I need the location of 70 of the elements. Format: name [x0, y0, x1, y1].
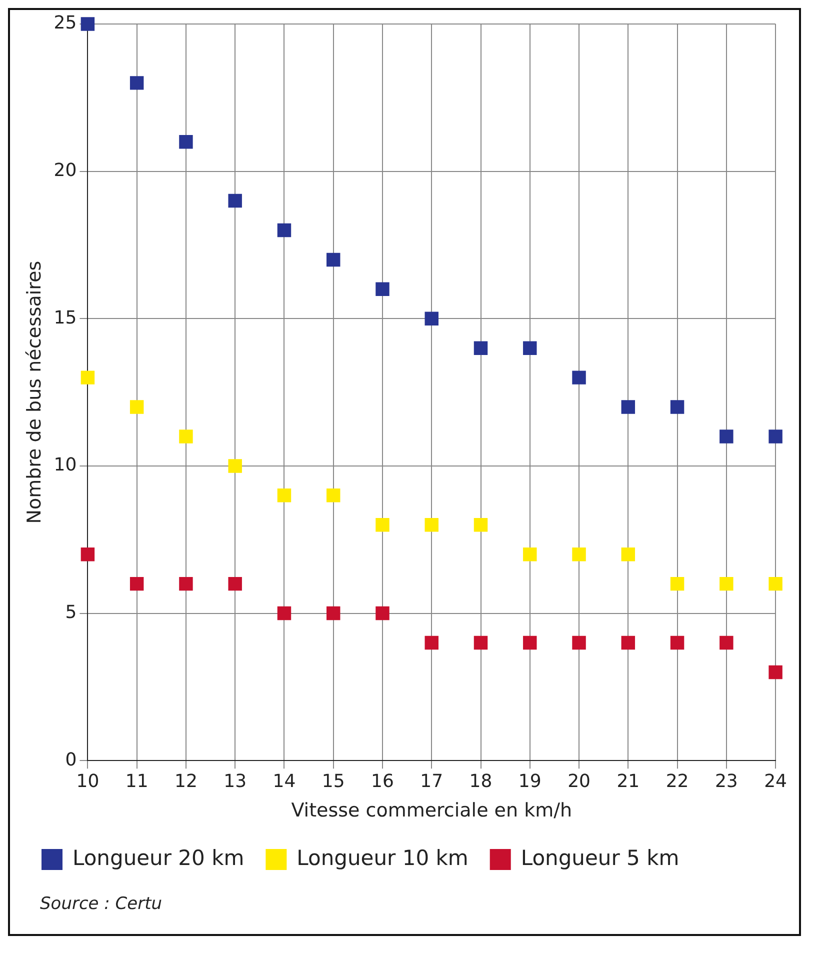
point [474, 636, 488, 650]
point [179, 576, 193, 591]
point [130, 576, 144, 591]
x-tick-label: 21 [616, 771, 640, 792]
point [424, 636, 438, 650]
y-tick-label: 10 [54, 454, 77, 476]
x-tick-label: 19 [518, 771, 542, 792]
point [130, 76, 144, 90]
x-tick-label: 16 [371, 771, 394, 792]
point [376, 282, 390, 296]
point [424, 312, 438, 326]
x-axis-title: Vitesse commerciale en km/h [291, 800, 572, 822]
point [720, 430, 734, 444]
x-tick-label: 12 [174, 771, 198, 792]
point [621, 636, 636, 650]
point [179, 430, 193, 444]
legend-label: Longueur 10 km [296, 846, 468, 870]
x-tick-label: 24 [764, 771, 787, 792]
point [80, 547, 95, 562]
point [621, 400, 636, 414]
y-tick-label: 25 [54, 12, 77, 34]
point [228, 194, 242, 208]
legend-label: Longueur 20 km [72, 846, 244, 870]
point [80, 370, 95, 384]
point [768, 665, 782, 680]
point [326, 606, 340, 620]
point [523, 341, 537, 355]
x-tick-label: 23 [714, 771, 738, 792]
point [130, 400, 144, 414]
point [326, 252, 340, 267]
point [376, 606, 390, 620]
point [474, 341, 488, 355]
point [621, 547, 636, 562]
point [572, 370, 586, 384]
point [768, 576, 782, 591]
x-tick-label: 20 [568, 771, 590, 792]
point [228, 459, 242, 473]
y-tick-label: 0 [65, 749, 77, 770]
x-tick-label: 22 [666, 771, 689, 792]
x-tick-label: 18 [469, 771, 492, 792]
point [228, 576, 242, 591]
x-tick-label: 13 [224, 771, 247, 792]
x-tick-label: 11 [125, 771, 148, 792]
y-tick-label: 15 [54, 307, 77, 328]
point [179, 134, 193, 149]
point [277, 606, 292, 620]
point [376, 518, 390, 532]
y-tick-label: 5 [65, 602, 77, 623]
source-note: Source : Certu [39, 893, 164, 916]
point [572, 636, 586, 650]
point [474, 518, 488, 532]
point [424, 518, 438, 532]
y-axis-title: Nombre de bus nécessaires [23, 260, 46, 524]
y-tick-label: 20 [54, 160, 77, 181]
point [670, 400, 684, 414]
point [523, 547, 537, 562]
point [720, 576, 734, 591]
point [326, 488, 340, 502]
point [670, 636, 684, 650]
x-tick-label: 17 [420, 771, 444, 792]
point [670, 576, 684, 591]
point [768, 430, 782, 444]
point [523, 636, 537, 650]
x-tick-label: 14 [272, 771, 296, 792]
x-tick-label: 15 [322, 771, 345, 792]
point [572, 547, 586, 562]
legend-label: Longueur 5 km [520, 846, 680, 870]
point [720, 636, 734, 650]
point [277, 223, 292, 238]
point [277, 488, 292, 502]
